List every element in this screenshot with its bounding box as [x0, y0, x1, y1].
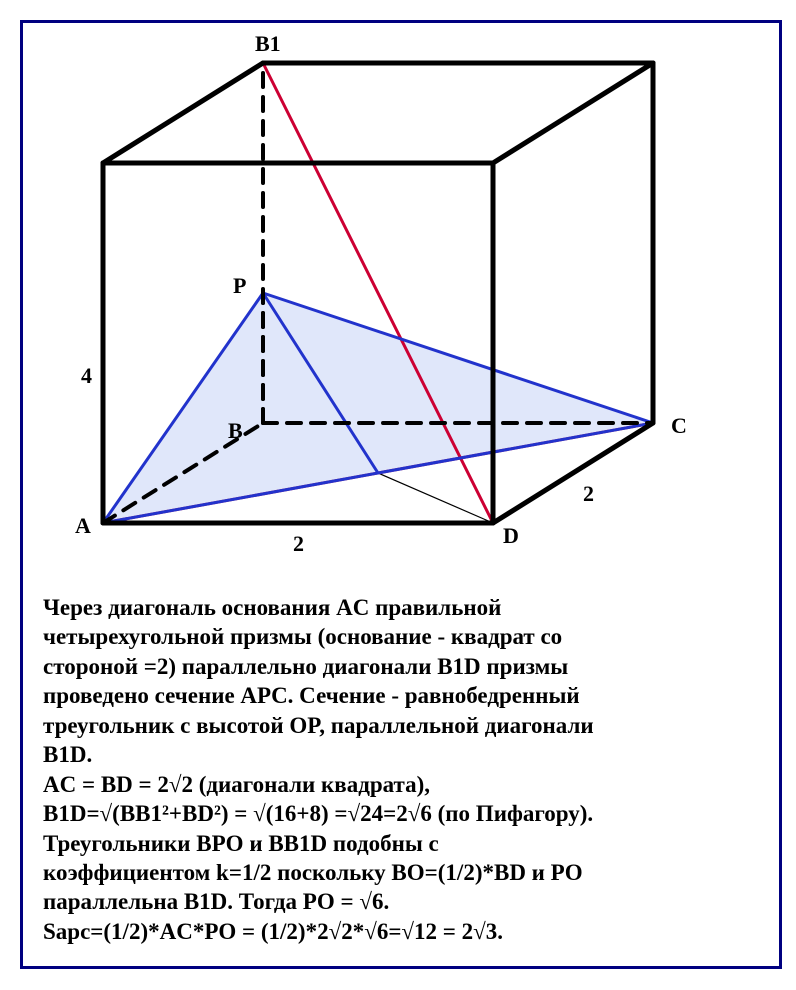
line-11: Sapc=(1/2)*AC*PO = (1/2)*2√2*√6=√12 = 2√… — [43, 917, 759, 946]
svg-text:2: 2 — [293, 531, 304, 556]
line-10: параллельна B1D. Тогда PO = √6. — [43, 887, 759, 916]
svg-text:P: P — [233, 273, 246, 298]
line-2: стороной =2) параллельно диагонали B1D п… — [43, 652, 759, 681]
prism-svg: A D B C B1 P 4 2 2 — [23, 23, 779, 583]
solution-text: Через диагональ основания AC правильной … — [23, 583, 779, 966]
svg-text:A: A — [75, 513, 91, 538]
line-0: Через диагональ основания AC правильной — [43, 593, 759, 622]
line-7: B1D=√(BB1²+BD²) = √(16+8) =√24=2√6 (по П… — [43, 799, 759, 828]
line-4: треугольник с высотой OP, параллельной д… — [43, 711, 759, 740]
line-3: проведено сечение APC. Сечение - равнобе… — [43, 681, 759, 710]
svg-text:D: D — [503, 523, 519, 548]
line-9: коэффициентом k=1/2 поскольку BO=(1/2)*B… — [43, 858, 759, 887]
svg-text:B: B — [228, 418, 243, 443]
line-5: B1D. — [43, 740, 759, 769]
svg-text:2: 2 — [583, 481, 594, 506]
svg-text:C: C — [671, 413, 687, 438]
line-6: AC = BD = 2√2 (диагонали квадрата), — [43, 770, 759, 799]
line-8: Треугольники BPO и BB1D подобны с — [43, 829, 759, 858]
diagram: A D B C B1 P 4 2 2 — [23, 23, 779, 583]
svg-text:B1: B1 — [255, 31, 281, 56]
line-1: четырехугольной призмы (основание - квад… — [43, 622, 759, 651]
svg-text:4: 4 — [81, 363, 92, 388]
figure-container: A D B C B1 P 4 2 2 Через диагональ основания AC … — [20, 20, 782, 969]
